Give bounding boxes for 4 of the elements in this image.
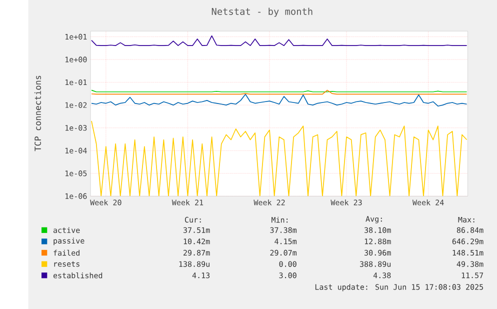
chart-title: Netstat - by month bbox=[212, 8, 312, 17]
line-series bbox=[91, 120, 468, 196]
line-series bbox=[91, 94, 468, 106]
y-axis-title: TCP connections bbox=[34, 76, 41, 152]
